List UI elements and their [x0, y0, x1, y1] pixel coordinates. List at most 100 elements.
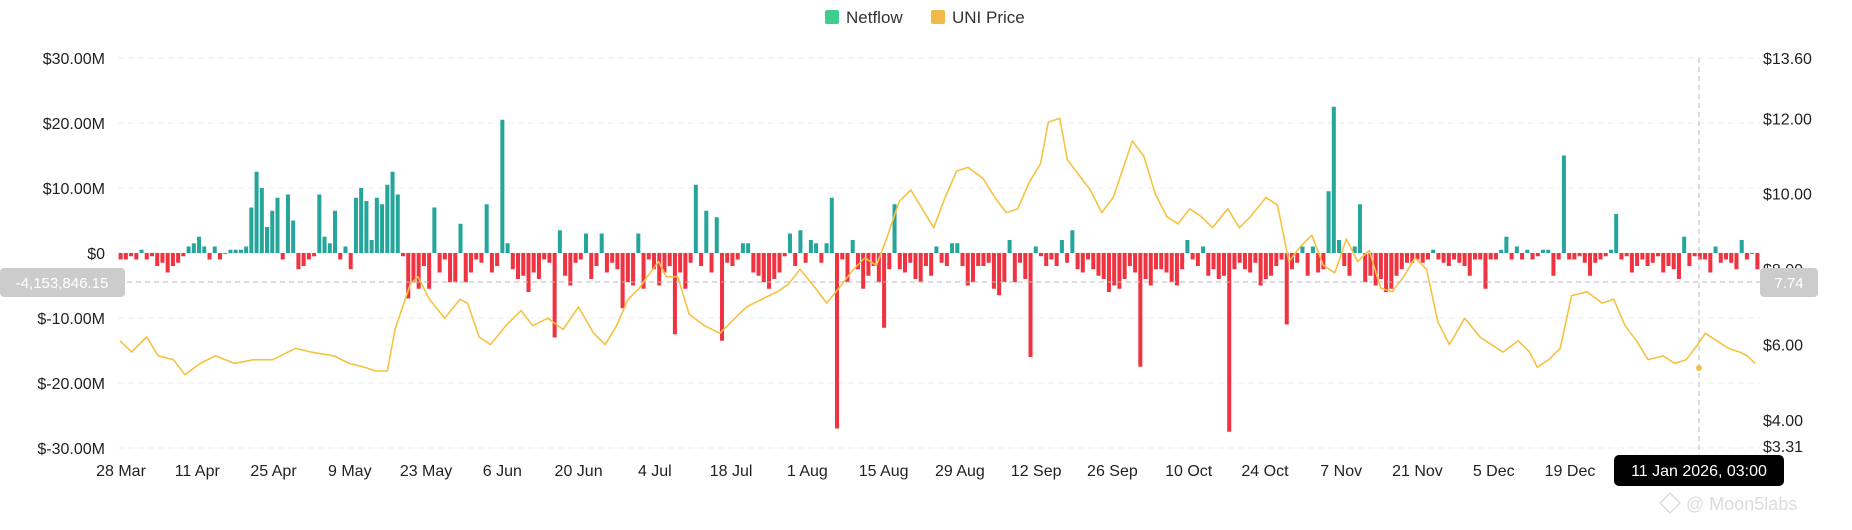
netflow-bar[interactable] [1514, 246, 1519, 254]
netflow-bar[interactable] [291, 220, 296, 254]
netflow-bar[interactable] [427, 253, 432, 289]
netflow-bar[interactable] [1190, 253, 1195, 260]
netflow-bar[interactable] [1028, 253, 1033, 357]
legend-price-label[interactable]: UNI Price [952, 8, 1025, 27]
netflow-bar[interactable] [1127, 253, 1132, 266]
netflow-bar[interactable] [1363, 253, 1368, 283]
netflow-bar[interactable] [1384, 253, 1389, 292]
netflow-bar[interactable] [275, 197, 280, 253]
netflow-bar[interactable] [421, 253, 426, 266]
netflow-bar[interactable] [1425, 253, 1430, 260]
netflow-bar[interactable] [259, 188, 264, 253]
netflow-bar[interactable] [1101, 253, 1106, 279]
netflow-bar[interactable] [767, 253, 772, 289]
netflow-bar[interactable] [547, 253, 552, 263]
netflow-bar[interactable] [1420, 253, 1425, 263]
netflow-bar[interactable] [1180, 253, 1185, 270]
netflow-bar[interactable] [170, 253, 175, 266]
netflow-bar[interactable] [1577, 253, 1582, 257]
netflow-bar[interactable] [1624, 253, 1629, 257]
netflow-bar[interactable] [641, 253, 646, 289]
netflow-bar[interactable] [693, 184, 698, 253]
netflow-bars[interactable] [118, 106, 1760, 432]
netflow-bar[interactable] [662, 253, 667, 273]
netflow-bar[interactable] [756, 253, 761, 276]
netflow-bar[interactable] [531, 253, 536, 273]
netflow-bar[interactable] [934, 246, 939, 254]
netflow-bar[interactable] [1739, 240, 1744, 253]
netflow-bar[interactable] [772, 253, 777, 279]
netflow-bar[interactable] [1368, 253, 1373, 276]
netflow-bar[interactable] [479, 253, 484, 263]
netflow-bar[interactable] [1321, 253, 1326, 270]
netflow-bar[interactable] [510, 253, 515, 270]
netflow-bar[interactable] [1316, 253, 1321, 273]
netflow-bar[interactable] [364, 201, 369, 253]
netflow-bar[interactable] [667, 253, 672, 266]
netflow-bar[interactable] [149, 253, 155, 257]
netflow-bar[interactable] [1117, 253, 1122, 289]
netflow-bar[interactable] [1342, 253, 1347, 266]
netflow-bar[interactable] [803, 253, 808, 263]
netflow-bar[interactable] [165, 253, 170, 273]
netflow-bar[interactable] [610, 253, 615, 263]
netflow-bar[interactable] [207, 253, 212, 260]
netflow-bar[interactable] [646, 253, 651, 260]
legend[interactable]: Netflow UNI Price [825, 8, 1025, 27]
netflow-bar[interactable] [1661, 253, 1666, 273]
netflow-bar[interactable] [725, 253, 730, 263]
netflow-bar[interactable] [285, 194, 290, 254]
netflow-bar[interactable] [568, 253, 573, 286]
netflow-bar[interactable] [1567, 253, 1572, 260]
netflow-bar[interactable] [589, 253, 594, 279]
netflow-bar[interactable] [902, 253, 908, 273]
netflow-bar[interactable] [1237, 253, 1242, 263]
netflow-bar[interactable] [1671, 253, 1676, 270]
netflow-bar[interactable] [1232, 253, 1237, 270]
netflow-bar[interactable] [129, 253, 134, 257]
netflow-bar[interactable] [829, 197, 834, 253]
netflow-bar[interactable] [1713, 246, 1718, 254]
netflow-bar[interactable] [1169, 253, 1174, 283]
netflow-bar[interactable] [1221, 253, 1227, 276]
netflow-bar[interactable] [1734, 253, 1739, 270]
netflow-bar[interactable] [1530, 253, 1535, 260]
netflow-bar[interactable] [840, 253, 845, 260]
netflow-bar[interactable] [1703, 253, 1708, 260]
netflow-bar[interactable] [599, 233, 604, 254]
netflow-bar[interactable] [521, 253, 526, 276]
netflow-bar[interactable] [615, 253, 620, 270]
netflow-bar[interactable] [908, 253, 913, 263]
netflow-bar[interactable] [1682, 236, 1687, 253]
netflow-bar[interactable] [453, 253, 458, 283]
netflow-bar[interactable] [1253, 253, 1258, 263]
netflow-bar[interactable] [672, 253, 677, 335]
netflow-bar[interactable] [369, 240, 374, 253]
netflow-bar[interactable] [552, 253, 557, 338]
netflow-bar[interactable] [458, 223, 463, 253]
netflow-bar[interactable] [1462, 253, 1467, 266]
netflow-bar[interactable] [1389, 253, 1394, 289]
netflow-bar[interactable] [808, 240, 813, 253]
netflow-bar[interactable] [134, 253, 139, 260]
netflow-bar[interactable] [400, 253, 406, 257]
netflow-bar[interactable] [1499, 249, 1504, 253]
netflow-bar[interactable] [317, 194, 322, 254]
netflow-bar[interactable] [1185, 240, 1190, 253]
netflow-bar[interactable] [1645, 253, 1650, 266]
netflow-bar[interactable] [500, 119, 505, 253]
netflow-bar[interactable] [1295, 253, 1300, 263]
netflow-bar[interactable] [1357, 204, 1362, 253]
netflow-bar[interactable] [249, 207, 254, 254]
netflow-bar[interactable] [845, 253, 850, 283]
netflow-bar[interactable] [474, 253, 479, 260]
netflow-bar[interactable] [782, 253, 787, 257]
netflow-bar[interactable] [955, 243, 960, 253]
netflow-bar[interactable] [678, 253, 683, 273]
netflow-bar[interactable] [1049, 253, 1054, 260]
netflow-bar[interactable] [468, 253, 473, 273]
netflow-bar[interactable] [746, 243, 751, 253]
netflow-bar[interactable] [835, 253, 840, 429]
netflow-bar[interactable] [1415, 253, 1420, 260]
netflow-bar[interactable] [1347, 253, 1352, 276]
